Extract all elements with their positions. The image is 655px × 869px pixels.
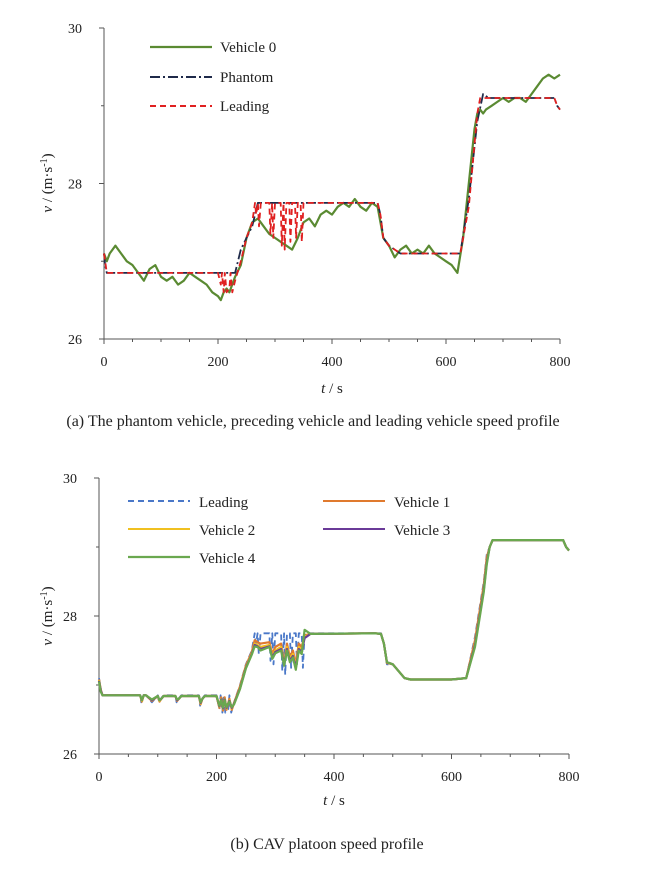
chart-b-series-leading	[98, 539, 570, 714]
legend-b-vehicle2-label: Vehicle 2	[199, 523, 255, 539]
legend-a-vehicle0-label: Vehicle 0	[220, 40, 276, 56]
chart-b-series-vehicle-3	[97, 538, 570, 710]
chart-a: 0 200 400 600 800 26 28 30 v / (m·s-1) t / s Ve…	[39, 22, 571, 430]
chart-b-series-vehicle-2	[97, 538, 570, 711]
legend-b-leading-label: Leading	[199, 495, 249, 511]
chart-a-x-tick-label: 600	[436, 355, 457, 370]
chart-b-series-vehicle-1	[97, 538, 570, 712]
chart-b-ticks: 0 200 400 600 800 26 28 30	[63, 472, 580, 785]
chart-b-series-vehicle-4	[97, 538, 570, 709]
legend-a-leading-label: Leading	[220, 99, 270, 115]
chart-b-y-label: v / (m·s-1)	[39, 586, 57, 645]
chart-a-x-tick-label: 200	[208, 355, 229, 370]
chart-b: 0 200 400 600 800 26 28 30 v / (m·s-1) t / s Le…	[39, 472, 580, 853]
chart-a-x-label: t / s	[321, 381, 343, 397]
legend-b-vehicle1-label: Vehicle 1	[394, 495, 450, 511]
chart-b-x-label: t / s	[323, 793, 345, 809]
chart-a-series-vehicle-0	[102, 73, 561, 302]
chart-a-y-tick-label: 30	[68, 22, 82, 37]
chart-b-legend: Leading Vehicle 1 Vehicle 2 Vehicle 3 Ve…	[128, 495, 450, 567]
chart-a-y-tick-label: 28	[68, 178, 82, 193]
chart-b-series	[97, 538, 570, 714]
legend-b-vehicle3-label: Vehicle 3	[394, 523, 450, 539]
chart-b-x-tick-label: 400	[324, 770, 345, 785]
chart-b-x-tick-label: 800	[559, 770, 580, 785]
chart-a-caption: (a) The phantom vehicle, preceding vehic…	[66, 413, 559, 430]
chart-b-y-tick-label: 28	[63, 610, 77, 625]
chart-a-x-tick-label: 0	[101, 355, 108, 370]
chart-b-y-tick-label: 26	[63, 748, 77, 763]
chart-a-x-tick-label: 800	[550, 355, 571, 370]
legend-b-vehicle4-label: Vehicle 4	[199, 551, 256, 567]
chart-a-ticks: 0 200 400 600 800 26 28 30	[68, 22, 571, 370]
chart-a-y-label: v / (m·s-1)	[39, 153, 57, 212]
legend-a-phantom-label: Phantom	[220, 70, 274, 86]
chart-b-caption: (b) CAV platoon speed profile	[230, 836, 423, 853]
chart-a-series	[102, 73, 561, 302]
chart-a-legend: Vehicle 0 Phantom Leading	[150, 40, 276, 115]
chart-b-y-tick-label: 30	[63, 472, 77, 487]
chart-b-x-tick-label: 0	[96, 770, 103, 785]
chart-a-series-phantom	[103, 93, 561, 274]
chart-b-x-tick-label: 200	[206, 770, 227, 785]
chart-b-x-tick-label: 600	[441, 770, 462, 785]
chart-a-series-leading	[103, 97, 561, 294]
chart-a-y-tick-label: 26	[68, 333, 82, 348]
chart-a-x-tick-label: 400	[322, 355, 343, 370]
